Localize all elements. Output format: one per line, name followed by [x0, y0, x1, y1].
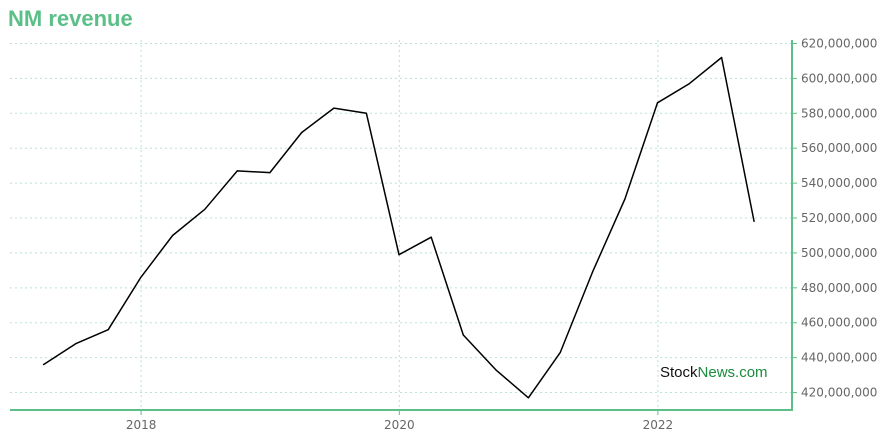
revenue-point [172, 234, 174, 237]
revenue-point [140, 276, 142, 278]
revenue-point [527, 397, 530, 399]
revenue-point [721, 56, 723, 59]
revenue-line [43, 56, 755, 399]
watermark-part-1: Stock [660, 364, 698, 381]
y-tick-label: 580,000,000 [801, 106, 877, 120]
y-tick-label: 480,000,000 [801, 281, 877, 295]
revenue-point [269, 172, 271, 174]
revenue-point [462, 334, 464, 336]
y-tick-label: 560,000,000 [801, 141, 877, 155]
revenue-point [753, 220, 755, 223]
revenue-point [495, 369, 497, 371]
chart-title: NM revenue [8, 6, 133, 31]
revenue-point [107, 329, 109, 331]
revenue-point [688, 83, 691, 85]
x-tick-label: 2022 [643, 418, 674, 432]
revenue-point [430, 236, 432, 238]
revenue-point [559, 351, 561, 353]
revenue-point [301, 131, 303, 134]
y-tick-label: 420,000,000 [801, 386, 877, 400]
revenue-point [75, 343, 77, 345]
revenue-point [333, 107, 335, 109]
tick-labels: 420,000,000 440,000,000 460,000,000 480,000… [126, 36, 878, 432]
y-tick-label: 440,000,000 [801, 351, 877, 365]
series [42, 56, 755, 399]
revenue-point [365, 112, 367, 114]
revenue-point [236, 170, 238, 172]
revenue-point [656, 102, 659, 104]
revenue-point [591, 271, 594, 273]
axes [10, 40, 797, 415]
grid [10, 40, 792, 410]
stocknews-watermark: StockNews.com [660, 364, 768, 381]
revenue-point [398, 254, 400, 256]
y-tick-label: 520,000,000 [801, 211, 877, 225]
revenue-point [204, 208, 206, 210]
watermark-part-2: News.com [697, 364, 768, 381]
x-tick-label: 2020 [384, 418, 415, 432]
y-tick-label: 500,000,000 [801, 246, 877, 260]
y-tick-label: 620,000,000 [801, 36, 877, 50]
y-tick-label: 600,000,000 [801, 71, 877, 85]
x-tick-label: 2018 [126, 418, 157, 432]
y-tick-label: 460,000,000 [801, 316, 877, 330]
revenue-point [624, 198, 626, 200]
revenue-point [42, 364, 45, 366]
y-tick-label: 540,000,000 [801, 176, 877, 190]
